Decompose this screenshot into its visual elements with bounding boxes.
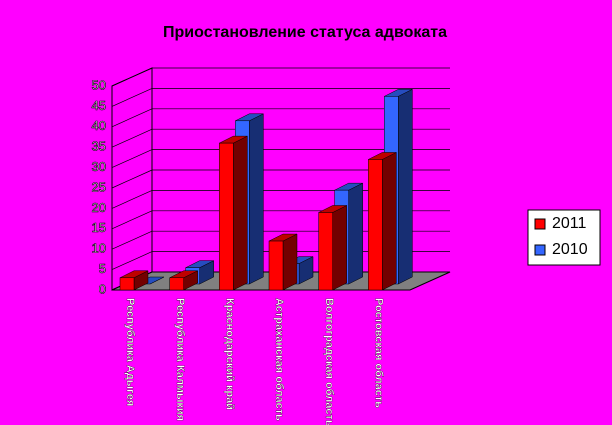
- grid-line: [111, 210, 153, 230]
- y-tick-label: 10: [92, 241, 106, 256]
- bar-side: [398, 88, 413, 285]
- grid-line: [111, 149, 153, 168]
- bar: [169, 270, 198, 291]
- bar-front: [219, 142, 234, 291]
- bar-front: [119, 277, 135, 291]
- y-tick-label: 45: [92, 98, 106, 113]
- bar-front: [169, 277, 184, 291]
- grid-line: [111, 230, 153, 250]
- bar-side: [348, 182, 363, 285]
- x-tick-label: Республика Адыгея: [124, 298, 136, 406]
- bar: [219, 135, 248, 291]
- bar-front: [368, 159, 383, 291]
- y-tick-label: 30: [92, 159, 106, 174]
- y-tick-label: 15: [92, 220, 106, 235]
- bar: [119, 270, 149, 291]
- y-tick-label: 50: [92, 77, 106, 92]
- x-tick-label: Ростовская область: [372, 298, 384, 408]
- grid-line: [111, 88, 153, 107]
- y-tick-label: 25: [92, 179, 106, 194]
- bar-side: [332, 205, 347, 291]
- grid-line: [111, 190, 153, 209]
- legend-swatch: [534, 244, 546, 256]
- x-tick-label: Волгоградская область: [323, 298, 335, 425]
- bar-side: [233, 135, 248, 291]
- grid-line: [111, 128, 153, 148]
- grid-line: [111, 108, 153, 128]
- x-tick-label: Республика Калмыкия: [174, 298, 186, 421]
- bar-front: [268, 240, 284, 291]
- y-tick-label: 5: [99, 261, 106, 276]
- bar: [318, 205, 347, 291]
- x-tick-label: Астраханская область: [273, 298, 285, 421]
- x-tick-label: Краснодарский край: [223, 298, 235, 410]
- legend-label: 2010: [552, 241, 588, 258]
- legend-label: 2011: [552, 215, 587, 232]
- legend-swatch: [534, 218, 546, 230]
- y-tick-label: 20: [92, 200, 106, 215]
- bar-front: [318, 212, 333, 291]
- bar-side: [249, 113, 264, 285]
- bar-side: [382, 152, 397, 291]
- y-tick-label: 40: [92, 118, 106, 133]
- bar: [268, 233, 298, 291]
- grid-line: [111, 251, 153, 270]
- grid-line: [111, 169, 153, 189]
- bar-side: [282, 233, 298, 291]
- y-tick-label: 0: [99, 281, 106, 296]
- chart-title: Приостановление статуса адвоката: [163, 24, 447, 41]
- bar: [368, 152, 397, 291]
- grid-line: [111, 67, 153, 87]
- y-tick-label: 35: [92, 139, 106, 154]
